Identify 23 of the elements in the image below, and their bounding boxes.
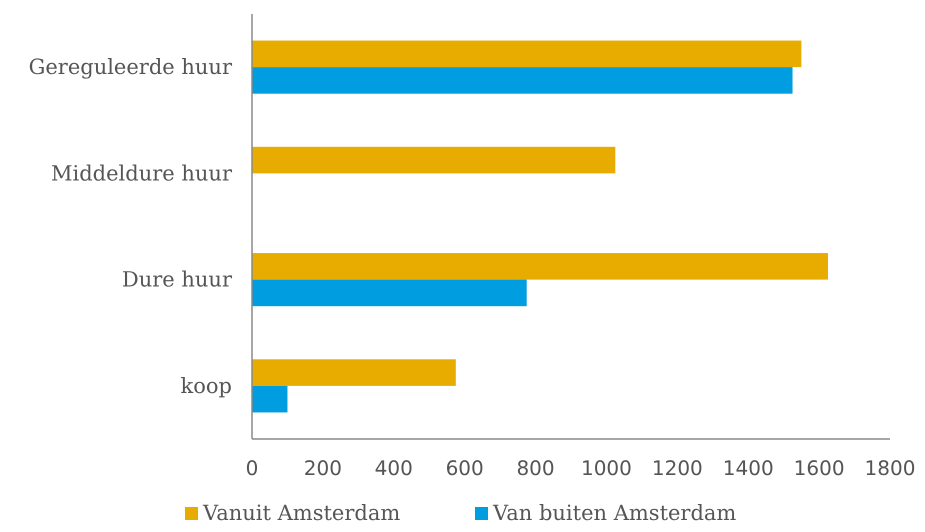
bar [252, 40, 802, 68]
bar [252, 359, 456, 386]
y-tick-label: Dure huur [122, 268, 233, 292]
legend-label: Van buiten Amsterdam [492, 501, 736, 525]
x-tick-label: 1000 [580, 456, 632, 480]
legend-label: Vanuit Amsterdam [202, 501, 400, 525]
x-tick-label: 1200 [652, 456, 703, 480]
x-tick-label: 600 [446, 456, 484, 480]
bar [252, 67, 793, 94]
x-tick-label: 400 [374, 456, 413, 480]
bar [252, 146, 616, 174]
y-tick-label: Gereguleerde huur [28, 55, 233, 80]
x-tick-label: 800 [516, 456, 555, 480]
bar [252, 280, 527, 306]
bar [252, 253, 828, 280]
x-tick-label: 1800 [864, 456, 916, 480]
bar [252, 386, 288, 412]
y-tick-label: Middeldure huur [51, 161, 233, 186]
x-tick-label: 0 [246, 456, 258, 480]
x-tick-label: 1400 [722, 456, 774, 480]
y-tick-label: koop [180, 374, 232, 398]
x-tick-label: 1600 [794, 456, 845, 480]
x-tick-label: 200 [304, 456, 342, 480]
